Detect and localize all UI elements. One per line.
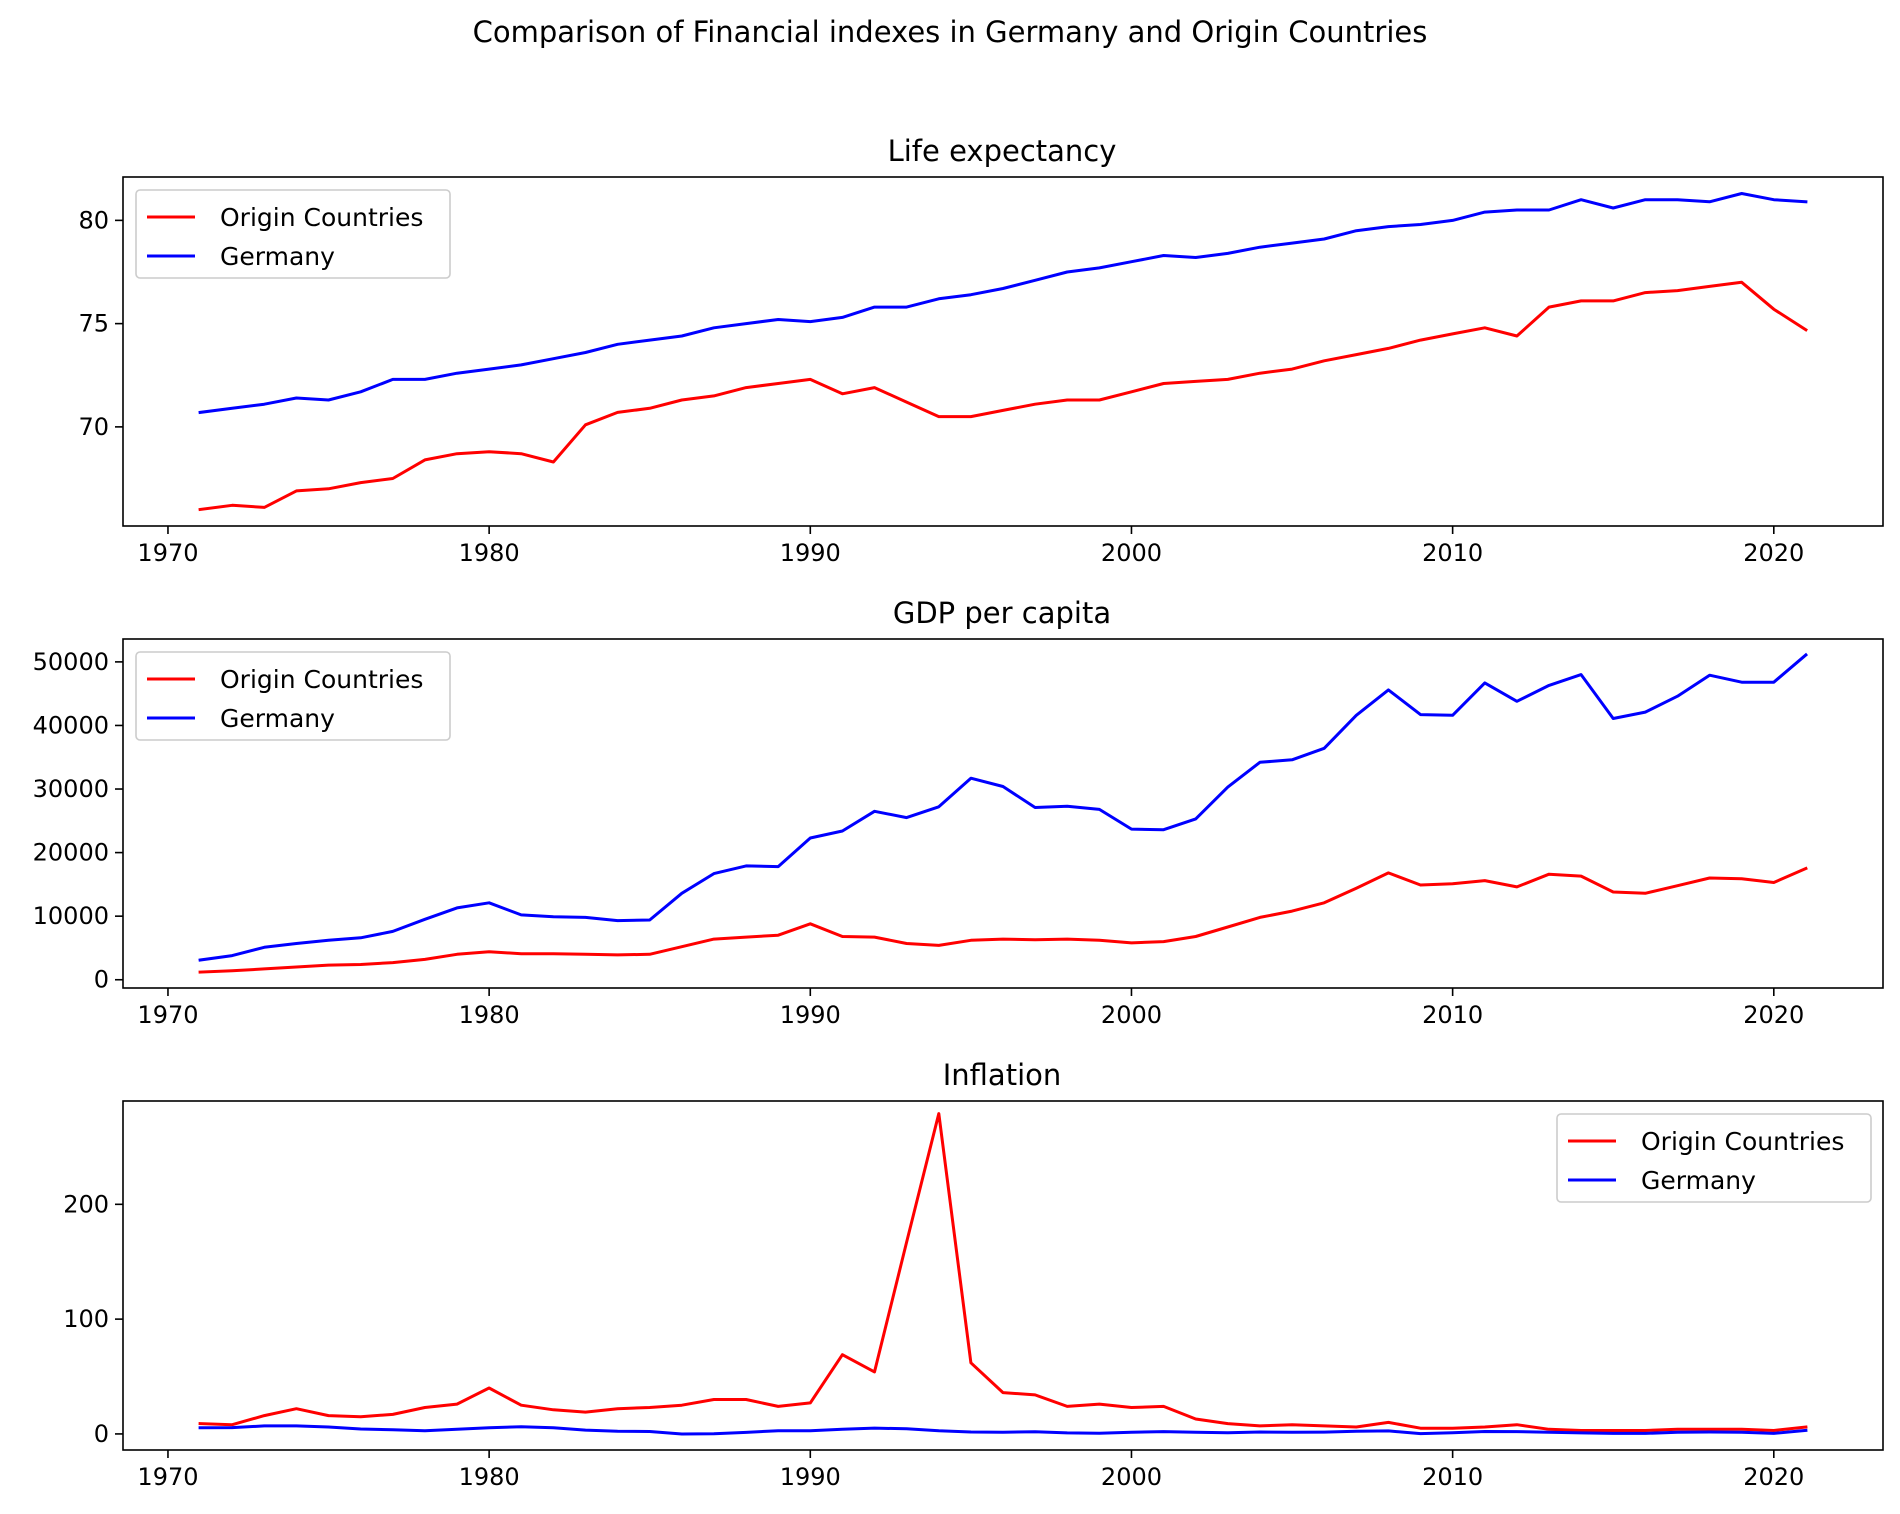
legend-box-inflation: [1556, 1113, 1872, 1203]
axes-frame-life-expectancy: [122, 176, 1884, 527]
lines-inflation: [198, 1112, 1808, 1436]
x-tick-label-life-expectancy: 1970: [137, 539, 198, 567]
y-tick-label-gdp-per-capita: 40000: [33, 711, 109, 739]
panel-title-gdp-per-capita: GDP per capita: [893, 596, 1111, 630]
lines-life-expectancy: [198, 192, 1808, 512]
y-tick-label-life-expectancy: 80: [78, 206, 109, 234]
x-tick-label-gdp-per-capita: 1970: [137, 1001, 198, 1029]
legend-label-gdp-per-capita-germany: Germany: [220, 704, 335, 733]
lines-gdp-per-capita: [198, 652, 1809, 974]
legend-box-life-expectancy: [135, 189, 451, 279]
y-tick-label-gdp-per-capita: 10000: [33, 902, 109, 930]
x-tick-label-life-expectancy: 1990: [780, 539, 841, 567]
panel-title-inflation: Inflation: [943, 1058, 1062, 1092]
y-tick-label-gdp-per-capita: 20000: [33, 839, 109, 867]
y-tick-label-life-expectancy: 75: [78, 310, 109, 338]
panel-gdp-per-capita: GDP per capita 1970 1980 1990 2000 2010 2020 0…: [33, 596, 1884, 1029]
x-tick-label-inflation: 2000: [1101, 1463, 1162, 1491]
panel-inflation: Inflation 1970 1980 1990 2000 2010 2020 0 100 20…: [63, 1058, 1884, 1491]
x-tick-label-life-expectancy: 2020: [1743, 539, 1804, 567]
legend-label-life-expectancy-origin-countries: Origin Countries: [220, 203, 423, 232]
series-line-gdp-per-capita-germany: [198, 652, 1809, 962]
x-tick-label-inflation: 1990: [780, 1463, 841, 1491]
y-tick-label-inflation: 200: [63, 1190, 109, 1218]
panel-title-life-expectancy: Life expectancy: [888, 134, 1117, 168]
x-tick-label-inflation: 2010: [1422, 1463, 1483, 1491]
series-line-life-expectancy-germany: [198, 192, 1808, 415]
x-tick-label-inflation: 1970: [137, 1463, 198, 1491]
ticks-life-expectancy: 1970 1980 1990 2000 2010 2020 70 75 80: [78, 206, 1804, 567]
y-tick-label-inflation: 100: [63, 1305, 109, 1333]
panel-life-expectancy: Life expectancy 1970 1980 1990 2000 2010 2020…: [78, 134, 1884, 567]
axes-frame-inflation: [122, 1100, 1884, 1451]
legend-label-life-expectancy-germany: Germany: [220, 242, 335, 271]
x-tick-label-gdp-per-capita: 1990: [780, 1001, 841, 1029]
legend-label-gdp-per-capita-origin-countries: Origin Countries: [220, 665, 423, 694]
x-tick-label-life-expectancy: 1980: [459, 539, 520, 567]
x-tick-label-gdp-per-capita: 2020: [1743, 1001, 1804, 1029]
x-tick-label-inflation: 2020: [1743, 1463, 1804, 1491]
y-tick-label-gdp-per-capita: 30000: [33, 775, 109, 803]
x-tick-label-life-expectancy: 2010: [1422, 539, 1483, 567]
series-line-inflation-origin-countries: [198, 1112, 1808, 1432]
legend-inflation: Origin Countries Germany: [1556, 1113, 1872, 1203]
y-tick-label-life-expectancy: 70: [78, 413, 109, 441]
series-line-gdp-per-capita-origin-countries: [198, 866, 1808, 974]
x-tick-label-inflation: 1980: [459, 1463, 520, 1491]
series-line-life-expectancy-origin-countries: [198, 280, 1808, 512]
y-tick-label-gdp-per-capita: 50000: [33, 648, 109, 676]
x-tick-label-gdp-per-capita: 1980: [459, 1001, 520, 1029]
legend-label-inflation-germany: Germany: [1641, 1166, 1756, 1195]
legend-gdp-per-capita: Origin Countries Germany: [135, 651, 451, 741]
x-tick-label-gdp-per-capita: 2000: [1101, 1001, 1162, 1029]
y-tick-label-inflation: 0: [94, 1420, 109, 1448]
ticks-inflation: 1970 1980 1990 2000 2010 2020 0 100 200: [63, 1190, 1804, 1491]
legend-box-gdp-per-capita: [135, 651, 451, 741]
axes-frame-gdp-per-capita: [122, 638, 1884, 989]
y-tick-label-gdp-per-capita: 0: [94, 966, 109, 994]
x-tick-label-gdp-per-capita: 2010: [1422, 1001, 1483, 1029]
legend-life-expectancy: Origin Countries Germany: [135, 189, 451, 279]
x-tick-label-life-expectancy: 2000: [1101, 539, 1162, 567]
series-line-inflation-germany: [198, 1424, 1808, 1436]
figure-suptitle: Comparison of Financial indexes in Germa…: [473, 15, 1428, 49]
legend-label-inflation-origin-countries: Origin Countries: [1641, 1127, 1844, 1156]
ticks-gdp-per-capita: 1970 1980 1990 2000 2010 2020 0 10000 20000 30000…: [33, 648, 1805, 1029]
